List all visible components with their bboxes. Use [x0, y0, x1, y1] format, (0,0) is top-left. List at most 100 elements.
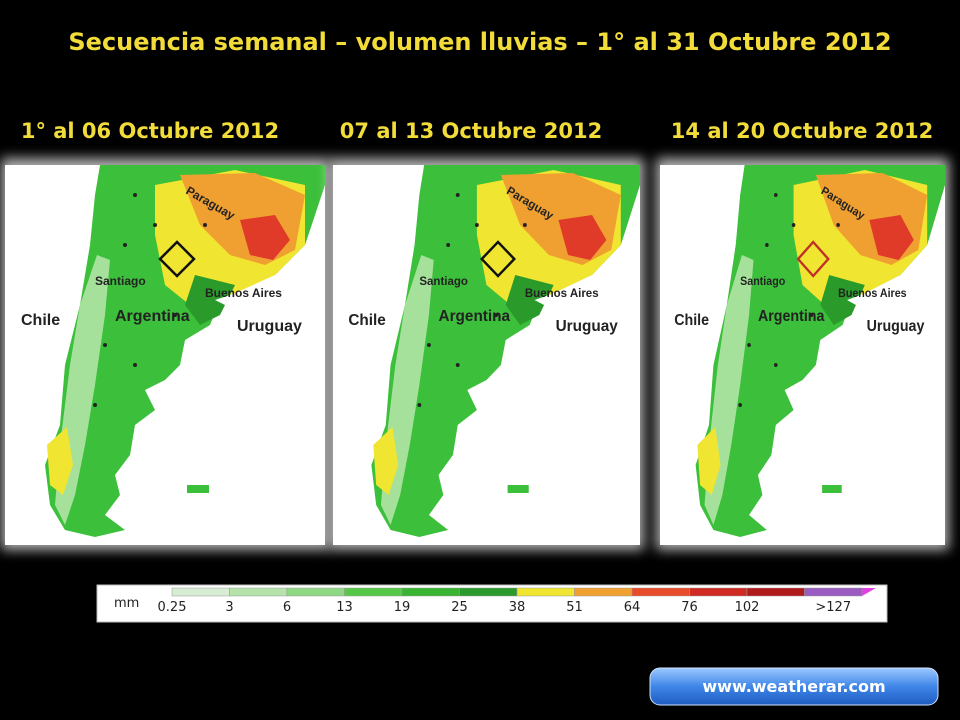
map-shape [47, 427, 73, 495]
legend-label: >127 [815, 600, 851, 615]
legend-swatch [804, 587, 863, 597]
map-label: Buenos Aires [205, 286, 282, 300]
map-shape [791, 223, 796, 227]
map-shape [427, 343, 431, 347]
legend-label: 6 [283, 600, 291, 615]
map-label: Chile [348, 312, 386, 329]
map-shape [836, 223, 840, 227]
map-label: Buenos Aires [838, 287, 906, 300]
map-shape [534, 290, 583, 315]
map-label: Argentina [758, 307, 825, 325]
map-shape [558, 215, 607, 260]
link-button[interactable]: www.weatherar.com [649, 667, 939, 706]
map-shape [203, 223, 207, 227]
map-label: Chile [21, 312, 60, 329]
map-shape [187, 485, 209, 493]
link-button-bg[interactable] [649, 667, 939, 706]
map-shape [809, 313, 814, 317]
legend-swatch [746, 587, 805, 597]
panel-title: 07 al 13 Octubre 2012 [340, 119, 602, 143]
legend-label: 0.25 [158, 600, 187, 615]
map-label: Buenos Aires [525, 287, 599, 300]
map-label: Santiago [95, 274, 146, 288]
map-shape [446, 243, 451, 247]
legend-label: 102 [735, 600, 760, 615]
map-label: Argentina [115, 308, 190, 325]
map-shape [123, 243, 127, 247]
legend-label: 13 [336, 600, 353, 615]
legend-label: 51 [566, 600, 583, 615]
map-shape [505, 275, 554, 325]
map-shape [173, 313, 177, 317]
map-label: Uruguay [237, 318, 302, 335]
map-shape [738, 403, 742, 407]
legend-swatch [459, 587, 518, 597]
legend-swatch [631, 587, 690, 597]
map-shape [820, 275, 865, 325]
map-shape [133, 363, 137, 367]
map-shape [494, 313, 499, 317]
map-shape [474, 223, 479, 227]
map-label: Santiago [419, 275, 468, 288]
map-shape [507, 485, 529, 493]
link-text[interactable]: www.weatherar.com [702, 677, 885, 696]
legend-swatch [229, 587, 288, 597]
legend-label: 76 [681, 600, 698, 615]
map-shape [738, 193, 840, 407]
map-shape [215, 290, 265, 315]
legend-swatch [516, 587, 575, 597]
legend-swatch [574, 587, 633, 597]
map-shape [158, 240, 196, 278]
map-shape [796, 240, 830, 278]
map-shape [822, 485, 842, 493]
map-shape [455, 363, 460, 367]
map-label: Uruguay [867, 317, 925, 335]
legend-label: 3 [225, 600, 233, 615]
map-shape [697, 427, 721, 495]
map-shape [103, 343, 107, 347]
map-shape [93, 403, 97, 407]
map-label: Santiago [740, 275, 785, 288]
legend-swatch [344, 587, 403, 597]
map-shape [185, 275, 235, 325]
panel-title: 1° al 06 Octubre 2012 [21, 119, 279, 143]
legend-swatch [171, 587, 230, 597]
map-label: Argentina [439, 308, 511, 325]
map-shape [774, 193, 778, 197]
map-shape [240, 215, 290, 260]
legend-label: 64 [624, 600, 641, 615]
legend-label: 19 [394, 600, 411, 615]
legend: mm 0.25 3 6 13 19 25 38 51 64 76 102 >127 [96, 584, 888, 623]
map-shape [480, 240, 516, 278]
slide-title: Secuencia semanal – volumen lluvias – 1°… [68, 28, 891, 56]
legend-swatch [401, 587, 460, 597]
legend-swatch [689, 587, 748, 597]
legend-unit: mm [114, 596, 139, 611]
map-shape [522, 223, 527, 227]
map-shape [765, 243, 769, 247]
map-shape [417, 193, 527, 407]
map-shape [133, 193, 137, 197]
legend-swatch [286, 587, 345, 597]
map-shape [747, 343, 751, 347]
map-label: Chile [674, 311, 709, 329]
map-shape [93, 193, 207, 407]
map-shape [774, 363, 778, 367]
map-label: Uruguay [556, 318, 618, 335]
map-shape [373, 427, 399, 495]
legend-label: 38 [509, 600, 526, 615]
legend-label: 25 [451, 600, 468, 615]
map-shape [869, 215, 914, 260]
map-shape [417, 403, 422, 407]
map-shape [847, 290, 892, 315]
panel-title: 14 al 20 Octubre 2012 [671, 119, 933, 143]
